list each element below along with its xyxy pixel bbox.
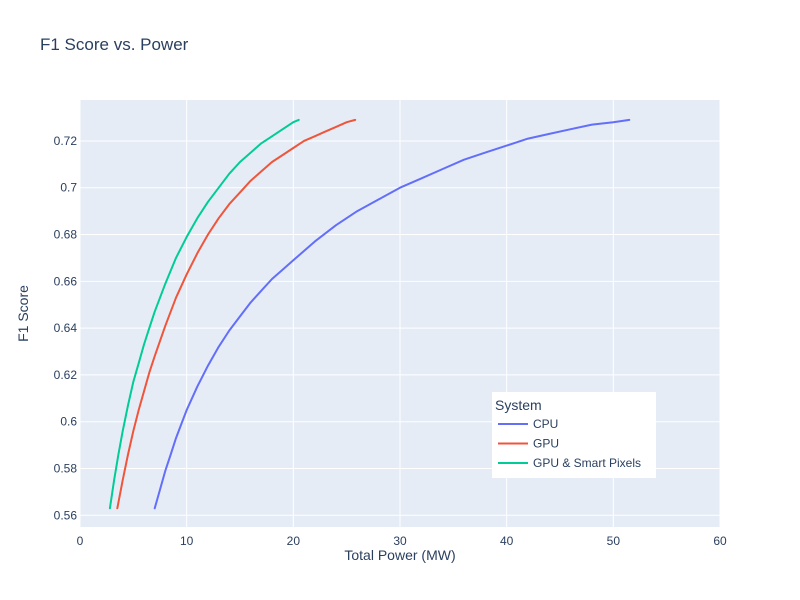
x-tick-label: 30 (393, 534, 407, 548)
x-tick-label: 10 (180, 534, 194, 548)
series-line-cpu (153, 118, 631, 510)
legend-item-label: GPU (533, 437, 559, 451)
x-tick-label: 20 (287, 534, 301, 548)
y-axis-title: F1 Score (15, 285, 31, 342)
y-tick-label: 0.64 (54, 321, 78, 335)
grid-lines (79, 100, 721, 527)
chart-title: F1 Score vs. Power (40, 35, 189, 54)
series-lines (108, 118, 631, 510)
x-tick-label: 40 (500, 534, 514, 548)
y-tick-label: 0.68 (54, 228, 78, 242)
legend: System CPU GPU GPU & Smart Pixels (492, 392, 656, 478)
y-tick-label: 0.58 (54, 462, 78, 476)
y-axis-ticks: 0.56 0.58 0.6 0.62 0.64 0.66 0.68 0.7 0.72 (54, 134, 78, 522)
y-tick-label: 0.62 (54, 368, 78, 382)
x-tick-label: 0 (77, 534, 84, 548)
y-tick-label: 0.56 (54, 508, 78, 522)
y-tick-label: 0.6 (60, 415, 77, 429)
legend-title: System (495, 397, 542, 413)
legend-item-label: CPU (533, 417, 558, 431)
x-tick-label: 50 (607, 534, 621, 548)
legend-item-label: GPU & Smart Pixels (533, 456, 641, 470)
x-axis-ticks: 0 10 20 30 40 50 60 (77, 534, 727, 548)
x-axis-title: Total Power (MW) (344, 547, 455, 563)
series-line-gpu-smart-pixels (108, 118, 300, 510)
y-tick-label: 0.72 (54, 134, 78, 148)
series-line-gpu (116, 118, 357, 510)
y-tick-label: 0.66 (54, 274, 78, 288)
x-tick-label: 60 (713, 534, 727, 548)
y-tick-label: 0.7 (60, 181, 77, 195)
